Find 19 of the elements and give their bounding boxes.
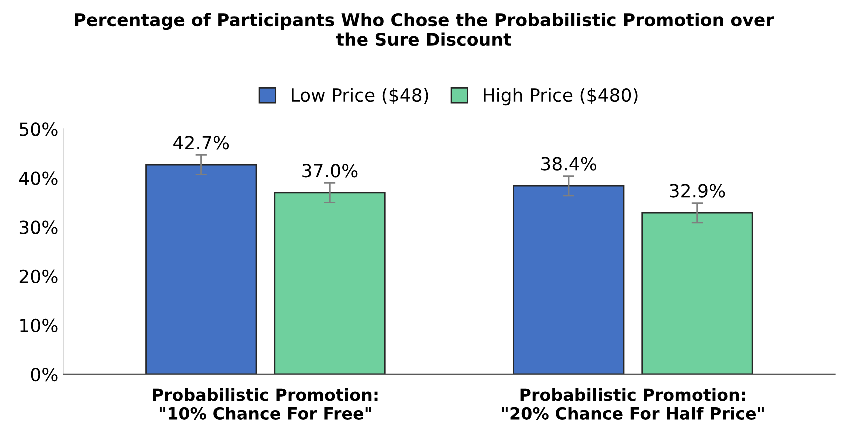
y-tick-label: 10%	[20, 318, 58, 333]
y-tick-label: 30%	[20, 220, 58, 234]
legend-label: High Price ($480)	[484, 88, 638, 106]
legend-label: Low Price ($48)	[292, 88, 428, 104]
bar	[274, 192, 386, 374]
x-tick-label: Probabilistic Promotion: "10% Chance For Free"	[153, 388, 378, 420]
bar	[513, 185, 625, 374]
y-tick-label: 50%	[20, 122, 58, 136]
bar	[642, 212, 754, 374]
data-label: 38.4%	[542, 157, 597, 171]
y-tick-label: 40%	[19, 172, 58, 186]
data-label: 37.0%	[302, 164, 358, 178]
y-tick-label: 0%	[31, 368, 58, 382]
chart-title: Percentage of Participants Who Chose the Probabilistic Promotion over the Sure Discount	[75, 13, 774, 46]
y-tick-label: 20%	[20, 270, 58, 284]
bar	[146, 164, 258, 374]
x-tick-label: Probabilistic Promotion: "20% Chance For Half Price"	[502, 388, 764, 420]
data-label: 42.7%	[174, 136, 230, 150]
data-label: 32.9%	[670, 184, 726, 198]
